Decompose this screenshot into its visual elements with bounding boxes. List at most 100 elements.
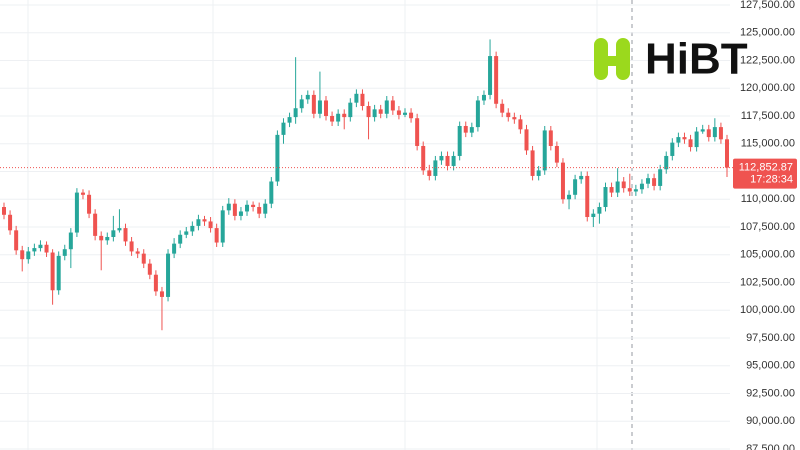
y-tick-label: 100,000.00 [740, 304, 795, 316]
candle-body [196, 219, 201, 226]
candle-body [396, 110, 401, 115]
candle-body [2, 207, 6, 215]
candle-body [202, 219, 207, 222]
candle-body [287, 117, 292, 123]
candle-body [500, 103, 505, 113]
y-tick-label: 117,500.00 [741, 110, 795, 122]
candle-body [99, 235, 104, 241]
y-tick-label: 122,500.00 [740, 54, 795, 66]
candle-body [214, 228, 219, 243]
candle-body [682, 137, 687, 140]
candle-body [481, 94, 486, 101]
candle-body [336, 113, 341, 122]
candle-body [232, 203, 237, 216]
candle-body [311, 94, 316, 114]
candle-body [439, 155, 444, 161]
candle-body [585, 175, 590, 218]
candle-body [14, 230, 19, 251]
candle-body [609, 187, 614, 193]
candle-body [518, 119, 523, 130]
y-tick-label: 120,000.00 [740, 82, 795, 94]
candle-body [324, 100, 329, 116]
candle-body [591, 213, 596, 218]
candle-body [694, 131, 699, 148]
candle-body [141, 253, 146, 264]
candle-body [421, 145, 426, 171]
candle-body [445, 155, 450, 166]
candle-body [135, 251, 140, 254]
last-time-label: 17:28:34 [750, 173, 793, 185]
candle-body [664, 155, 669, 170]
candle-body [68, 232, 73, 250]
last-price-label: 112,852.87 [739, 161, 793, 173]
candle-body [676, 137, 681, 143]
candle-body [390, 100, 395, 111]
candle-body [415, 118, 420, 146]
logo: HiBT [594, 35, 748, 84]
candle-body [554, 145, 559, 163]
candle-body [530, 150, 535, 176]
candle-body [670, 142, 675, 156]
y-tick-label: 97,500.00 [746, 332, 795, 344]
y-tick-label: 110,000.00 [741, 193, 795, 205]
y-tick-label: 102,500.00 [740, 276, 795, 288]
candle-body [706, 129, 711, 138]
candle-body [652, 178, 657, 186]
candle-body [506, 112, 511, 118]
candle-body [615, 181, 620, 193]
candle-body [62, 249, 67, 256]
candle-body [166, 253, 171, 297]
candle-body [433, 160, 438, 176]
candle-body [639, 183, 644, 190]
y-tick-label: 92,500.00 [746, 387, 795, 399]
candle-body [245, 204, 250, 212]
candle-body [123, 228, 128, 242]
candle-body [251, 204, 256, 208]
candle-body [111, 230, 116, 237]
candle-body [409, 112, 414, 119]
candle-body [257, 207, 262, 214]
candle-body [658, 169, 663, 186]
candle-body [700, 129, 705, 132]
candle-body [627, 188, 632, 192]
candle-body [317, 100, 322, 114]
y-tick-label: 125,000.00 [740, 27, 795, 39]
candle-body [263, 203, 268, 214]
candle-body [208, 221, 213, 229]
candle-body [117, 228, 122, 231]
candle-body [293, 108, 298, 118]
candle-body [56, 255, 61, 291]
candle-body [342, 113, 347, 118]
candle-body [32, 248, 37, 252]
candle-body [366, 106, 371, 118]
candle-body [330, 116, 335, 122]
candle-body [184, 231, 189, 235]
candle-body [597, 207, 602, 214]
candle-body [190, 225, 195, 232]
candle-body [38, 244, 43, 249]
candle-body [20, 250, 25, 260]
candle-body [560, 162, 565, 200]
candle-body [44, 244, 49, 253]
candle-body [172, 243, 177, 254]
candle-body [573, 179, 578, 195]
candle-body [220, 210, 225, 243]
y-tick-label: 95,000.00 [746, 360, 795, 372]
candle-body [129, 241, 134, 252]
candle-body [153, 274, 158, 292]
candle-body [463, 125, 468, 133]
candle-body [542, 130, 547, 171]
y-tick-label: 127,500.00 [740, 0, 795, 11]
candle-body [26, 251, 31, 260]
candle-body [87, 194, 92, 214]
candle-body [8, 214, 13, 231]
candle-body [475, 100, 480, 128]
candle-body [50, 252, 55, 291]
last-price-box [733, 158, 797, 189]
candle-body [384, 100, 389, 114]
candle-body [512, 117, 517, 120]
candle-body [621, 181, 626, 189]
candle-body [147, 263, 152, 275]
candle-body [712, 127, 717, 138]
